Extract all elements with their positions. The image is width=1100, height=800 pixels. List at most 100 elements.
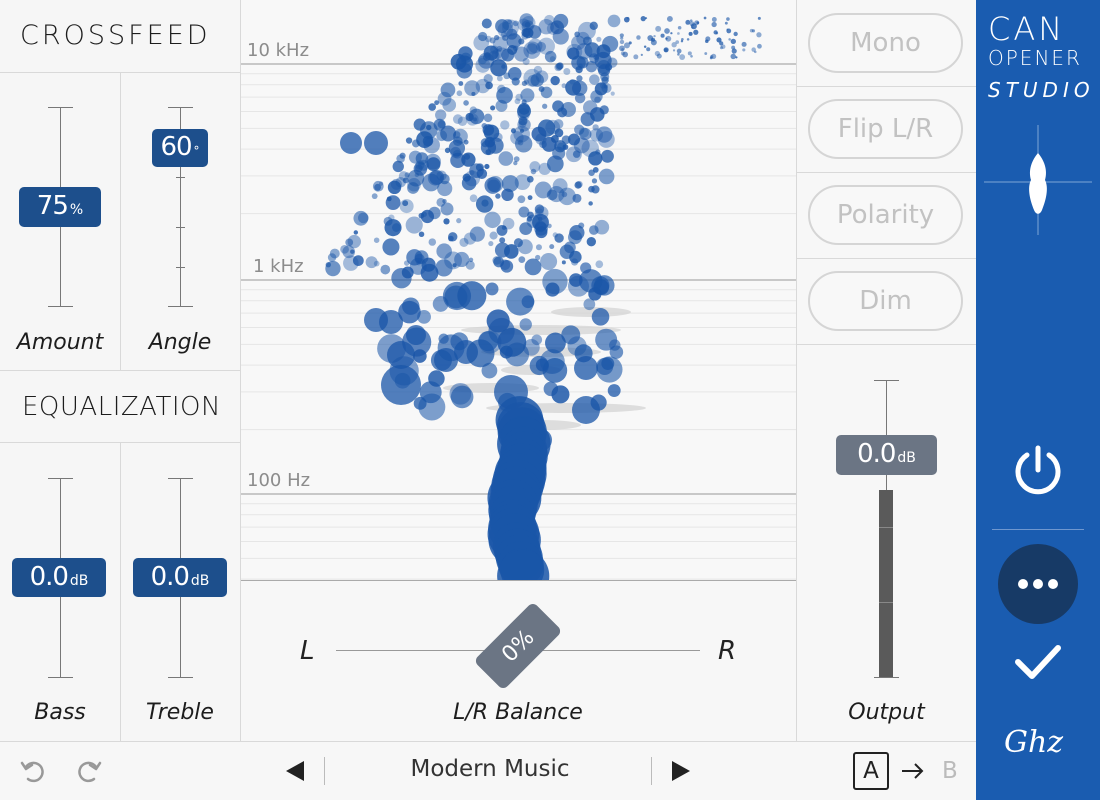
sound-dot <box>440 202 454 216</box>
equalization-title: EQUALIZATION <box>22 392 221 422</box>
sound-dot <box>514 135 533 153</box>
triangle-right-icon[interactable] <box>668 759 692 783</box>
sound-dot <box>574 356 598 380</box>
sound-dot <box>704 52 708 55</box>
sound-dot <box>724 21 728 25</box>
sound-dot <box>731 45 736 50</box>
arrow-right-icon[interactable] <box>899 759 927 783</box>
output-value-badge[interactable]: 0.0 dB <box>836 435 937 475</box>
sound-dot <box>730 53 736 60</box>
sound-dot <box>582 36 592 46</box>
button-divider <box>797 344 976 345</box>
output-unit: dB <box>897 450 916 466</box>
sound-dot <box>664 28 670 34</box>
sound-dot <box>493 34 500 41</box>
sound-dot <box>551 135 559 143</box>
sound-dot <box>537 37 555 55</box>
bass-value-badge[interactable]: 0.0 dB <box>12 558 106 597</box>
sound-dot <box>496 75 503 82</box>
sound-dot <box>478 331 499 352</box>
sound-dot <box>530 73 544 87</box>
sound-dot <box>621 48 624 51</box>
sound-dot <box>653 34 656 38</box>
balance-value: 0% <box>496 624 540 668</box>
sound-dot <box>687 51 692 56</box>
sound-dot <box>531 126 547 142</box>
sound-dot <box>749 28 754 33</box>
sound-dot <box>549 244 555 250</box>
treble-value-badge[interactable]: 0.0 dB <box>133 558 227 597</box>
more-dots-icon <box>1018 579 1058 589</box>
sound-dot <box>589 21 598 30</box>
sound-dot <box>473 34 490 51</box>
sound-dot <box>665 37 668 40</box>
sound-dot <box>676 48 682 54</box>
sound-dot <box>469 194 478 203</box>
sound-dot <box>484 163 490 170</box>
checkmark-icon[interactable] <box>1008 636 1068 686</box>
sound-dot <box>427 170 443 186</box>
sound-dot <box>419 381 442 404</box>
sound-dot <box>599 82 607 89</box>
sound-dot <box>460 52 472 64</box>
mono-button[interactable]: Mono <box>808 13 963 73</box>
right-panel-border <box>796 0 797 741</box>
freq-label-1khz: 1 kHz <box>253 256 304 277</box>
sound-dot <box>693 29 699 35</box>
angle-slider-tick <box>176 177 185 178</box>
preset-name[interactable]: Modern Music <box>410 756 570 782</box>
sound-dot <box>679 54 686 60</box>
output-slider-tick-top <box>874 380 899 381</box>
power-icon[interactable] <box>1008 442 1068 502</box>
flip-lr-button[interactable]: Flip L/R <box>808 99 963 159</box>
sound-dot <box>733 31 738 37</box>
ab-compare-a[interactable]: A <box>853 752 889 790</box>
sound-dot <box>610 91 615 96</box>
sound-dot <box>705 39 709 44</box>
balance-right-label: R <box>718 636 737 666</box>
sound-dot <box>513 160 518 166</box>
amount-label: Amount <box>16 330 104 355</box>
amount-unit: % <box>69 202 84 218</box>
sound-dot <box>426 157 441 172</box>
sound-dot <box>523 79 529 85</box>
sound-dot <box>751 47 756 52</box>
undo-icon[interactable] <box>18 757 48 787</box>
output-slider-tick <box>879 527 893 528</box>
sound-dot <box>428 103 436 111</box>
sound-dot <box>398 300 421 324</box>
sound-dot <box>580 112 595 127</box>
sound-dot <box>415 164 423 173</box>
sound-dot <box>681 37 684 41</box>
sound-dot <box>572 396 600 424</box>
sound-dot <box>461 152 476 167</box>
sound-dot <box>428 238 437 246</box>
sound-dot <box>485 81 493 90</box>
sound-dot <box>619 45 625 52</box>
sound-dot <box>578 222 585 229</box>
sound-dot <box>440 82 456 98</box>
sound-dot <box>456 218 462 224</box>
sound-dot <box>444 285 468 309</box>
sound-dot <box>418 231 425 238</box>
sound-dot <box>569 250 582 264</box>
balance-value-badge[interactable]: 0% <box>473 601 563 691</box>
angle-slider-track[interactable] <box>180 107 181 307</box>
treble-unit: dB <box>190 573 210 589</box>
angle-value-badge[interactable]: 60 ° <box>152 129 208 167</box>
sound-dot <box>655 25 662 32</box>
sound-dot <box>711 17 717 22</box>
sound-dot <box>481 362 498 379</box>
redo-icon[interactable] <box>74 757 104 787</box>
sound-dot <box>407 169 425 187</box>
triangle-left-icon[interactable] <box>284 759 308 783</box>
ab-compare-b[interactable]: B <box>942 758 958 784</box>
amount-value-badge[interactable]: 75 % <box>19 187 101 227</box>
brand-signature: Ghz <box>1004 725 1064 760</box>
sound-dot <box>526 175 534 183</box>
sound-dot <box>371 193 378 200</box>
dim-button[interactable]: Dim <box>808 271 963 331</box>
sound-dot <box>552 178 568 194</box>
polarity-button[interactable]: Polarity <box>808 185 963 245</box>
more-button[interactable] <box>998 544 1078 624</box>
